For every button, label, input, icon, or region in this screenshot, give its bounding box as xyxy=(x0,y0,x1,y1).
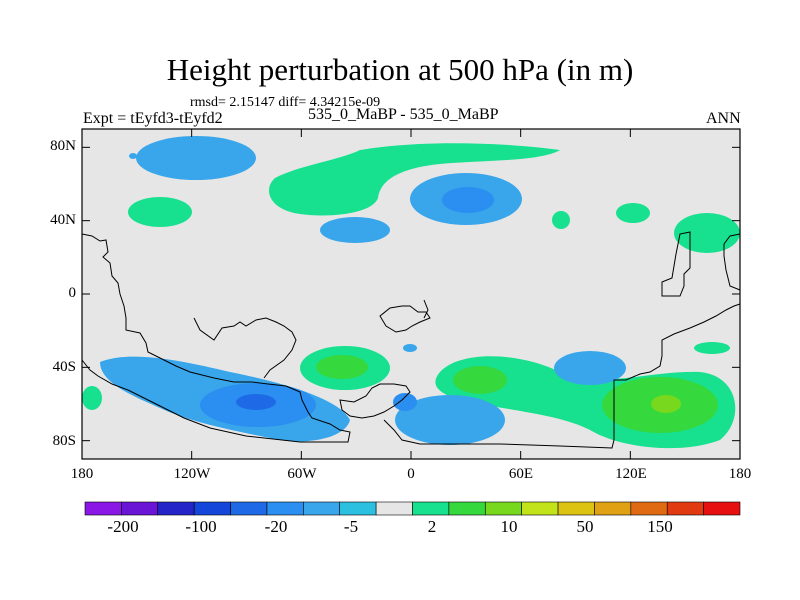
colorbar-label: 150 xyxy=(647,517,673,536)
colorbar-label: 2 xyxy=(427,517,437,536)
colorbar-swatch xyxy=(121,501,159,516)
positive-anomaly-atlantic-core xyxy=(316,355,368,379)
colorbar-swatch xyxy=(703,501,741,516)
colorbar-swatch xyxy=(412,501,450,516)
negative-anomaly-tiny xyxy=(403,344,417,352)
colorbar-swatch xyxy=(484,501,522,516)
colorbar-swatch xyxy=(630,501,668,516)
case-label: 535_0_MaBP - 535_0_MaBP xyxy=(308,106,499,123)
negative-anomaly-south-pacific-core xyxy=(236,394,276,410)
coastline-island-east xyxy=(661,231,691,297)
coastline-south-america xyxy=(193,317,297,379)
colorbar-label: -20 xyxy=(264,517,288,536)
colorbar-swatch xyxy=(266,501,304,516)
y-tick-label-40s: 40S xyxy=(52,359,76,375)
season-label: ANN xyxy=(706,110,741,127)
y-tick-label-80n: 80N xyxy=(50,138,76,154)
x-tick-label-0: 0 xyxy=(407,466,415,482)
x-tick-label-60w: 60W xyxy=(287,466,317,482)
positive-anomaly-west-edge xyxy=(82,386,102,410)
x-tick-label-120w: 120W xyxy=(173,466,211,482)
coastlines xyxy=(81,231,741,449)
rmsd-subtitle: rmsd= 2.15147 diff= 4.34215e-09 xyxy=(190,95,381,110)
colorbar-swatch xyxy=(230,501,268,516)
colorbar-label: 50 xyxy=(576,517,594,536)
negative-anomaly-small-core xyxy=(393,393,417,411)
coastline-east-edge xyxy=(723,233,741,291)
colorbar-swatch xyxy=(157,501,195,516)
negative-anomaly-arctic-west xyxy=(136,136,256,180)
positive-anomaly-north-pacific xyxy=(268,143,560,216)
coastline-atlantic-island xyxy=(379,305,431,333)
colorbar xyxy=(84,501,741,516)
experiment-label: Expt = tEyfd3-tEyfd2 xyxy=(83,110,223,127)
x-tick-label-180w: 180 xyxy=(70,466,94,482)
colorbar-swatch xyxy=(193,501,231,516)
x-tick-label-60e: 60E xyxy=(508,466,534,482)
y-tick-label-80s: 80S xyxy=(52,433,76,449)
map-title: Height perturbation at 500 hPa (in m) xyxy=(166,52,634,87)
coastline-antarctica-east xyxy=(383,303,741,449)
colorbar-swatch xyxy=(594,501,632,516)
y-tick-label-0: 0 xyxy=(68,285,77,301)
x-tick-label-120e: 120E xyxy=(615,466,647,482)
coastline-americas-west xyxy=(81,233,351,443)
coastline-antarctic-peninsula xyxy=(339,383,411,419)
x-tick-label-180e: 180 xyxy=(728,466,752,482)
y-tick-label-40n: 40N xyxy=(50,212,76,228)
positive-anomaly-south-atlantic-core xyxy=(453,366,507,394)
colorbar-swatch xyxy=(521,501,559,516)
positive-anomaly-small-east xyxy=(694,342,730,354)
colorbar-swatch xyxy=(557,501,595,516)
negative-anomaly-indian xyxy=(554,351,626,385)
negative-anomaly-north-atlantic-core xyxy=(442,187,494,213)
colorbar-swatch xyxy=(84,501,122,516)
positive-anomaly-peak xyxy=(651,395,681,413)
colorbar-label: -5 xyxy=(343,517,359,536)
negative-anomaly-speck xyxy=(129,153,137,159)
positive-anomaly-north-west xyxy=(128,197,192,227)
colorbar-swatch xyxy=(448,501,486,516)
negative-anomaly-south-atlantic xyxy=(395,395,505,445)
coastline-fragment xyxy=(423,299,429,319)
colorbar-label: -200 xyxy=(107,517,139,536)
negative-anomaly-subtropical xyxy=(320,217,390,243)
positive-anomaly-small xyxy=(552,211,570,229)
positive-anomaly-north-east xyxy=(616,203,650,223)
colorbar-swatch xyxy=(339,501,377,516)
colorbar-label: -100 xyxy=(185,517,217,536)
colorbar-swatch xyxy=(666,501,704,516)
colorbar-swatch xyxy=(375,501,413,516)
colorbar-swatch xyxy=(303,501,341,516)
colorbar-label: 10 xyxy=(500,517,518,536)
anomaly-fields xyxy=(82,136,740,449)
